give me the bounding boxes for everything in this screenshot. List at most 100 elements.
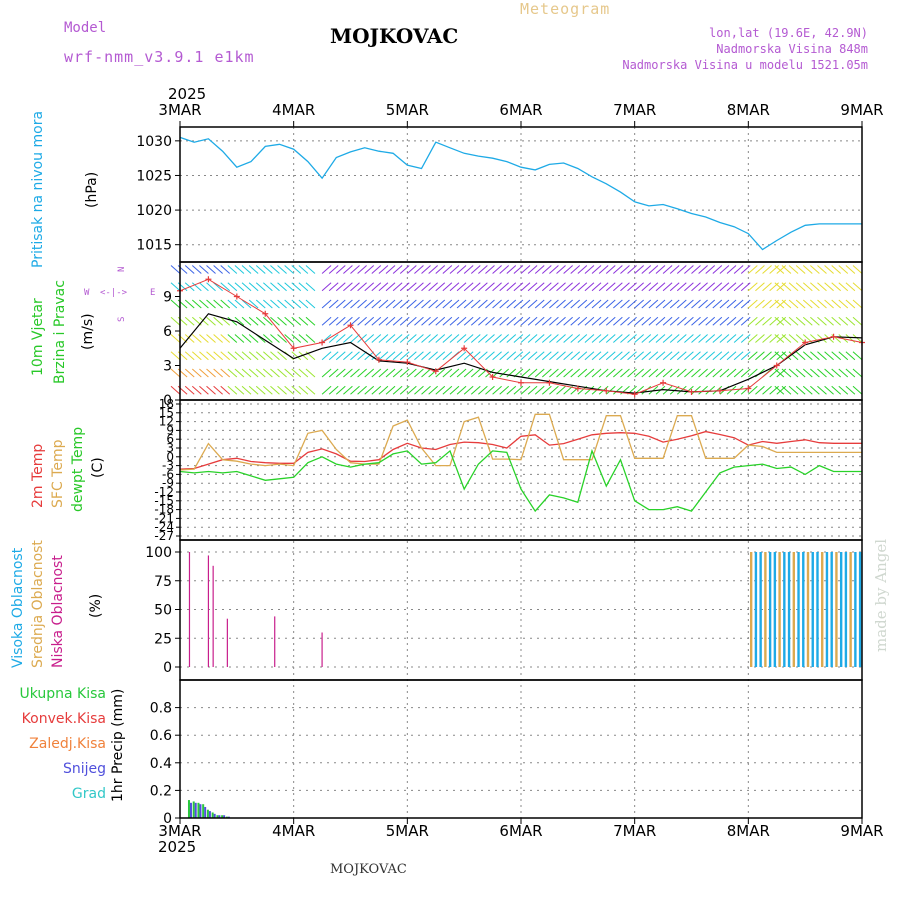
- wind-barb: [534, 282, 545, 292]
- snow-bar: [208, 811, 211, 818]
- wind-barb: [563, 316, 573, 326]
- wind-barb: [371, 265, 382, 274]
- wind-barb: [184, 265, 195, 274]
- wind-barb: [549, 299, 559, 309]
- wind-barb: [769, 282, 779, 292]
- wind-barb: [852, 385, 863, 395]
- wind-barb: [371, 334, 382, 343]
- cloud-tick-label: 25: [154, 631, 172, 647]
- wind-barb: [733, 299, 744, 309]
- wind-barb: [852, 265, 863, 274]
- wind-barb: [506, 299, 517, 309]
- wind-barb: [350, 385, 360, 395]
- wind-barb: [584, 299, 595, 309]
- wind-barb: [691, 282, 701, 292]
- wind-barb: [527, 351, 538, 361]
- wind-barb: [781, 368, 792, 378]
- wind-barb: [719, 316, 730, 326]
- wind-barb: [392, 334, 403, 343]
- wind-barb: [817, 316, 827, 326]
- wind-barb: [298, 265, 309, 274]
- wind-gust-marker: [518, 379, 524, 386]
- wind-barb: [726, 265, 737, 274]
- wind-barb: [769, 368, 779, 378]
- temp-sfc-line: [179, 413, 862, 471]
- wind-barb: [456, 334, 467, 343]
- wind-barb: [255, 368, 266, 378]
- wind-barb: [527, 385, 538, 395]
- wind-barb: [392, 282, 403, 292]
- wind-barb: [584, 282, 595, 292]
- wind-barb: [328, 334, 339, 343]
- wind-barb: [802, 368, 813, 378]
- wind-barb: [270, 385, 280, 395]
- wind-barb: [769, 334, 779, 343]
- wind-barb: [220, 385, 231, 395]
- wind-barb: [170, 282, 181, 292]
- wind-barb: [350, 334, 360, 343]
- wind-barb: [399, 299, 410, 309]
- wind-barb: [755, 265, 765, 274]
- wind-barb: [733, 265, 744, 274]
- wind-barb: [691, 299, 701, 309]
- legend-hail: Grad: [71, 786, 106, 802]
- wind-barb: [284, 334, 294, 343]
- wind-tick-label: 6: [163, 324, 172, 340]
- wind-barb: [428, 351, 438, 361]
- pressure-tick-label: 1015: [136, 238, 172, 254]
- wind-barb: [449, 316, 460, 326]
- wind-barb: [463, 368, 474, 378]
- wind-barb: [824, 265, 834, 274]
- precip-tick-label: 0.8: [150, 701, 172, 717]
- wind-barb: [698, 282, 708, 292]
- wind-barb: [831, 265, 842, 274]
- wind-barb: [364, 316, 375, 326]
- wind-gust-marker: [461, 345, 468, 352]
- wind-barb: [634, 265, 644, 274]
- wind-barb: [357, 265, 367, 274]
- wind-barb: [499, 282, 510, 292]
- wind-barb: [755, 316, 765, 326]
- wind-barb: [463, 299, 474, 309]
- wind-barb: [620, 334, 630, 343]
- wind-barb: [541, 282, 552, 292]
- wind-barb: [284, 368, 294, 378]
- wind-barb: [774, 316, 785, 326]
- precip-tick-label: 0: [163, 811, 172, 827]
- wind-barb: [613, 316, 623, 326]
- wind-barb: [712, 282, 723, 292]
- wind-barb: [470, 299, 481, 309]
- temp-tick-label: 0: [166, 450, 174, 464]
- wind-barb: [335, 299, 346, 309]
- top-time-tick-label: 7MAR: [613, 101, 656, 119]
- wind-barb: [291, 368, 302, 378]
- wind-barb: [563, 282, 573, 292]
- wind-barb: [563, 299, 573, 309]
- wind-barb: [385, 385, 396, 395]
- wind-barb: [802, 385, 813, 395]
- wind-barb: [456, 282, 467, 292]
- wind-barb: [705, 385, 716, 395]
- wind-barb: [733, 334, 744, 343]
- wind-barb: [748, 265, 758, 274]
- wind-barb: [421, 265, 431, 274]
- wind-barb: [726, 334, 737, 343]
- wind-barb: [184, 351, 195, 361]
- wind-barb: [435, 334, 446, 343]
- wind-barb: [227, 299, 238, 309]
- wind-barb: [478, 334, 488, 343]
- wind-barb: [838, 368, 849, 378]
- wind-barb: [831, 299, 842, 309]
- wind-barb: [321, 282, 332, 292]
- precip-tick-label: 0.2: [150, 783, 172, 799]
- wind-barb: [705, 282, 716, 292]
- top-time-tick-label: 6MAR: [499, 101, 542, 119]
- wind-barb: [335, 351, 346, 361]
- wind-gust-marker: [716, 387, 723, 394]
- wind-barb: [577, 299, 588, 309]
- wind-barb: [291, 316, 302, 326]
- wind-barb: [655, 265, 666, 274]
- wind-barb: [305, 334, 316, 343]
- total-precip-bar: [221, 815, 224, 818]
- wind-barb: [691, 334, 701, 343]
